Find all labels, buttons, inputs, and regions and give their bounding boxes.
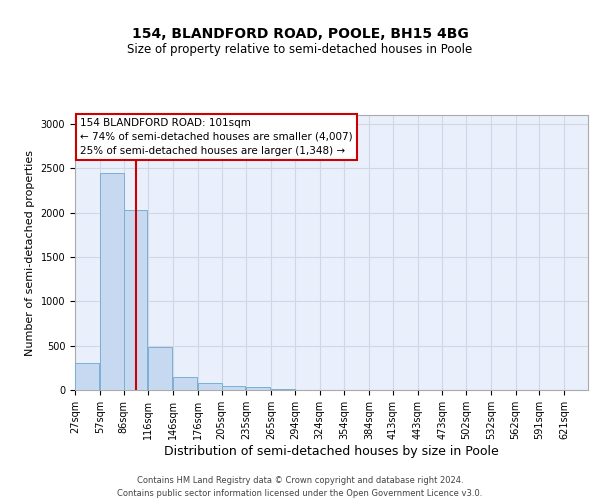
Text: Contains HM Land Registry data © Crown copyright and database right 2024.
Contai: Contains HM Land Registry data © Crown c… bbox=[118, 476, 482, 498]
Text: 154 BLANDFORD ROAD: 101sqm
← 74% of semi-detached houses are smaller (4,007)
25%: 154 BLANDFORD ROAD: 101sqm ← 74% of semi… bbox=[80, 118, 353, 156]
X-axis label: Distribution of semi-detached houses by size in Poole: Distribution of semi-detached houses by … bbox=[164, 444, 499, 458]
Bar bbox=[197, 384, 221, 390]
Bar bbox=[173, 377, 197, 390]
Bar bbox=[271, 389, 295, 390]
Bar bbox=[246, 387, 270, 390]
Text: 154, BLANDFORD ROAD, POOLE, BH15 4BG: 154, BLANDFORD ROAD, POOLE, BH15 4BG bbox=[131, 28, 469, 42]
Bar bbox=[75, 364, 99, 390]
Text: Size of property relative to semi-detached houses in Poole: Size of property relative to semi-detach… bbox=[127, 42, 473, 56]
Bar bbox=[100, 172, 124, 390]
Bar bbox=[124, 210, 148, 390]
Y-axis label: Number of semi-detached properties: Number of semi-detached properties bbox=[25, 150, 35, 356]
Bar bbox=[221, 386, 245, 390]
Bar bbox=[148, 348, 172, 390]
